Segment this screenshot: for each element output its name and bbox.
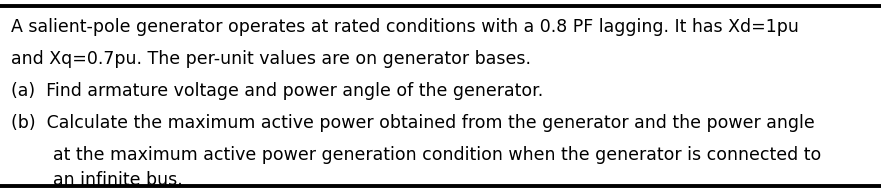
Text: A salient-pole generator operates at rated conditions with a 0.8 PF lagging. It : A salient-pole generator operates at rat… xyxy=(11,18,799,36)
Text: an infinite bus.: an infinite bus. xyxy=(53,171,182,188)
Text: and Xq=0.7pu. The per-unit values are on generator bases.: and Xq=0.7pu. The per-unit values are on… xyxy=(11,50,531,68)
Text: (b)  Calculate the maximum active power obtained from the generator and the powe: (b) Calculate the maximum active power o… xyxy=(11,114,815,132)
Text: (a)  Find armature voltage and power angle of the generator.: (a) Find armature voltage and power angl… xyxy=(11,82,544,100)
Text: at the maximum active power generation condition when the generator is connected: at the maximum active power generation c… xyxy=(53,146,821,164)
